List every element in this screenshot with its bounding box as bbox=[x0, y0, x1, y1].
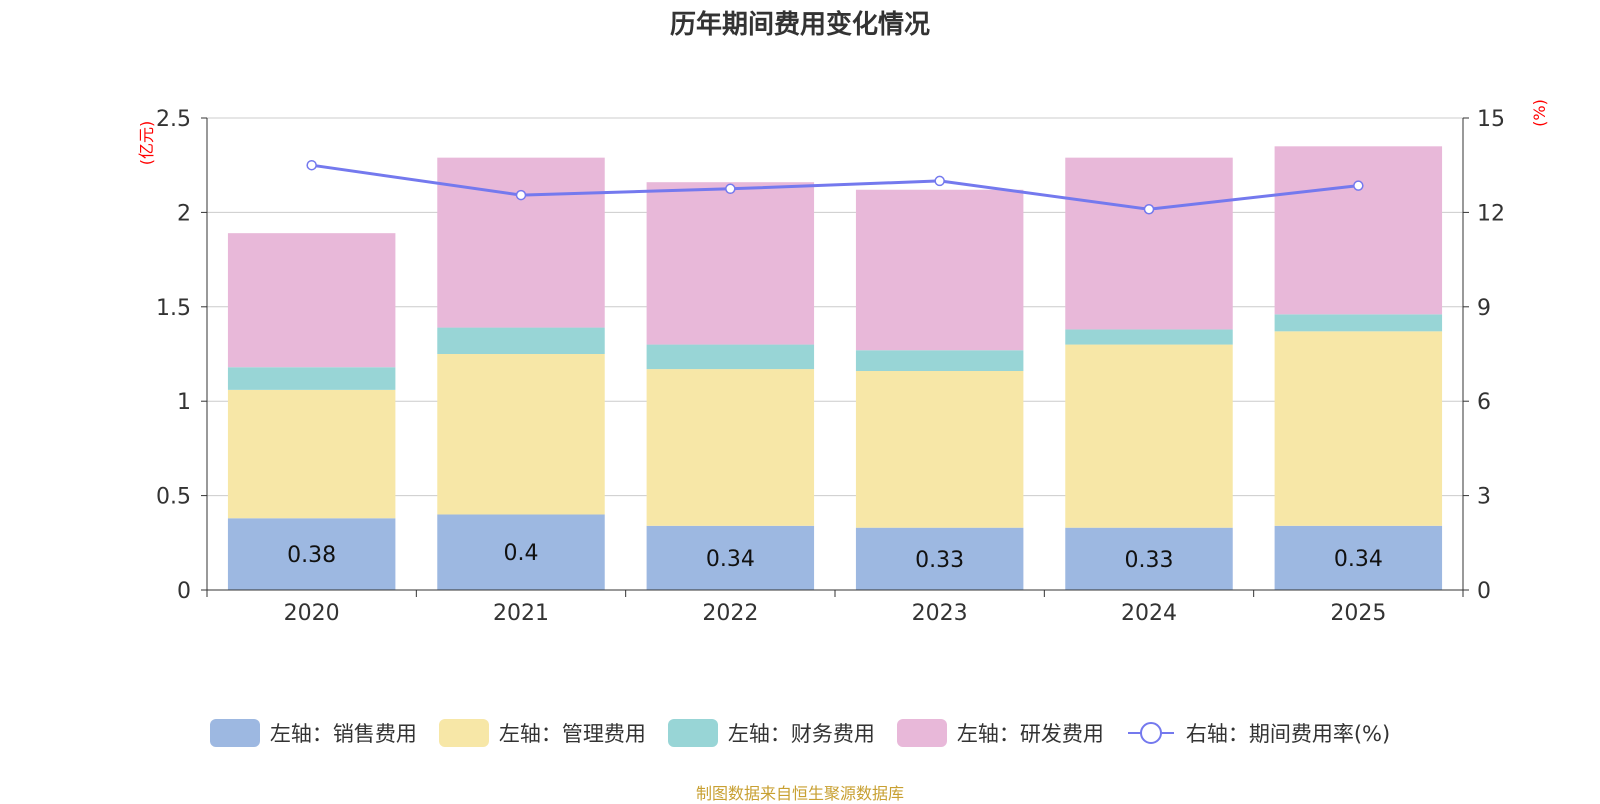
bar-segment-finance bbox=[437, 327, 605, 354]
right-tick-label: 9 bbox=[1477, 296, 1491, 321]
legend-swatch-finance bbox=[667, 719, 718, 747]
legend-line-marker-icon bbox=[1127, 722, 1174, 744]
bar-segment-finance bbox=[646, 344, 815, 370]
bar-segment-sales bbox=[646, 525, 815, 590]
bar-segment-admin bbox=[1274, 331, 1443, 526]
bar-segment-admin bbox=[1065, 344, 1233, 528]
rate-point bbox=[306, 159, 317, 171]
legend-label-rate: 右轴：期间费用率(%) bbox=[1185, 722, 1391, 746]
bar-segment-admin bbox=[437, 354, 605, 515]
bar-segment-finance bbox=[227, 367, 396, 390]
right-tick-label: 0 bbox=[1477, 579, 1491, 604]
legend-swatch-admin bbox=[438, 719, 489, 747]
bar-data-label: 0.34 bbox=[706, 547, 755, 572]
legend-label-admin: 左轴：管理费用 bbox=[498, 722, 646, 746]
legend-label-sales: 左轴：销售费用 bbox=[269, 722, 417, 746]
bar-segment-sales bbox=[437, 514, 605, 590]
bar-segment-rd bbox=[437, 157, 605, 328]
rate-line bbox=[311, 163, 1359, 211]
bar-segment-finance bbox=[1274, 314, 1443, 332]
rate-point bbox=[1143, 204, 1155, 215]
right-tick-label: 15 bbox=[1477, 107, 1505, 132]
legend-item-admin[interactable]: 左轴：管理费用 bbox=[438, 718, 646, 748]
rate-point bbox=[1353, 180, 1364, 191]
legend-item-sales[interactable]: 左轴：销售费用 bbox=[209, 718, 417, 748]
legend-item-finance[interactable]: 左轴：财务费用 bbox=[667, 718, 875, 748]
bar-segment-rd bbox=[1065, 157, 1233, 330]
bar-segment-admin bbox=[855, 370, 1024, 528]
right-tick-label: 12 bbox=[1477, 201, 1505, 226]
bar-data-label: 0.33 bbox=[1125, 548, 1174, 573]
rate-point bbox=[515, 189, 527, 201]
legend-item-rd[interactable]: 左轴：研发费用 bbox=[896, 718, 1104, 748]
x-tick-label: 2020 bbox=[284, 601, 340, 626]
right-tick-label: 6 bbox=[1477, 390, 1491, 415]
x-tick-label: 2024 bbox=[1121, 601, 1177, 626]
bar-segment-rd bbox=[646, 182, 815, 345]
bar-segment-sales bbox=[227, 518, 396, 590]
bar-data-label: 0.4 bbox=[504, 541, 539, 566]
legend-swatch-rd bbox=[896, 719, 947, 747]
right-tick-label: 3 bbox=[1477, 485, 1491, 510]
bar-data-label: 0.33 bbox=[915, 548, 964, 573]
left-tick-label: 2 bbox=[177, 201, 191, 226]
left-axis-unit-label: (亿元) bbox=[137, 121, 156, 166]
bar-segment-sales bbox=[1065, 527, 1233, 590]
legend-label-rd: 左轴：研发费用 bbox=[956, 722, 1104, 746]
bar-segment-finance bbox=[1065, 329, 1233, 345]
bar-segment-rd bbox=[227, 233, 396, 368]
legend-swatch-sales bbox=[209, 719, 260, 747]
bar-segment-admin bbox=[646, 369, 815, 526]
x-tick-label: 2025 bbox=[1330, 601, 1386, 626]
left-tick-label: 1.5 bbox=[156, 296, 191, 321]
bar-segment-sales bbox=[855, 527, 1024, 590]
right-axis-unit-label: (%) bbox=[1530, 99, 1549, 127]
rate-point bbox=[934, 175, 945, 187]
left-tick-label: 2.5 bbox=[156, 107, 191, 132]
bar-segment-sales bbox=[1274, 525, 1443, 590]
bar-segment-rd bbox=[1274, 146, 1443, 315]
legend-item-rate[interactable]: 右轴：期间费用率(%) bbox=[1126, 718, 1390, 748]
left-tick-label: 0 bbox=[177, 579, 191, 604]
x-tick-label: 2021 bbox=[493, 601, 549, 626]
x-tick-label: 2023 bbox=[912, 601, 968, 626]
bar-data-label: 0.34 bbox=[1334, 547, 1383, 572]
x-tick-label: 2022 bbox=[702, 601, 758, 626]
chart-legend: 左轴：销售费用 左轴：管理费用 左轴：财务费用 左轴：研发费用 右轴：期间费用率… bbox=[0, 718, 1600, 748]
bar-data-label: 0.38 bbox=[287, 543, 336, 568]
bar-segment-finance bbox=[855, 350, 1024, 371]
legend-label-finance: 左轴：财务费用 bbox=[727, 722, 875, 746]
bar-segment-rd bbox=[855, 189, 1024, 351]
rate-point bbox=[725, 183, 736, 195]
chart-title: 历年期间费用变化情况 bbox=[669, 10, 930, 40]
left-tick-label: 1 bbox=[177, 390, 191, 415]
data-source-note: 制图数据来自恒生聚源数据库 bbox=[695, 784, 904, 803]
bar-segment-admin bbox=[227, 389, 396, 519]
left-tick-label: 0.5 bbox=[156, 485, 191, 510]
